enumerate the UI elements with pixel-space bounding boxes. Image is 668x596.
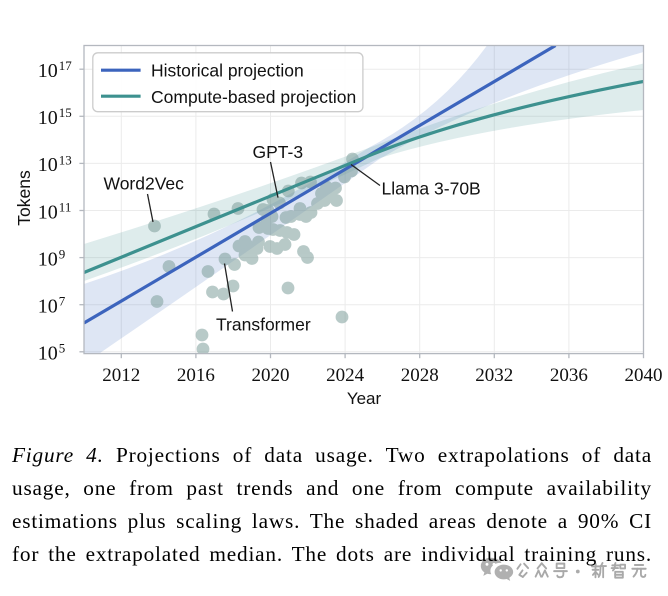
svg-text:11: 11	[59, 199, 72, 214]
svg-text:Word2Vec: Word2Vec	[104, 173, 185, 193]
svg-text:GPT-3: GPT-3	[253, 142, 304, 162]
svg-text:Llama 3-70B: Llama 3-70B	[382, 179, 481, 199]
svg-text:10: 10	[38, 201, 58, 223]
svg-text:2032: 2032	[475, 365, 513, 386]
svg-text:9: 9	[59, 247, 66, 262]
svg-text:Historical projection: Historical projection	[151, 61, 304, 81]
svg-text:7: 7	[59, 294, 66, 309]
svg-text:2012: 2012	[102, 365, 140, 386]
svg-text:13: 13	[59, 152, 72, 167]
svg-text:Tokens: Tokens	[14, 170, 34, 226]
svg-text:2028: 2028	[401, 365, 439, 386]
svg-text:10: 10	[38, 107, 58, 129]
svg-text:2020: 2020	[252, 365, 290, 386]
svg-text:Transformer: Transformer	[216, 315, 311, 335]
svg-text:5: 5	[59, 341, 66, 356]
svg-text:10: 10	[38, 60, 58, 82]
svg-text:2024: 2024	[326, 365, 365, 386]
svg-text:17: 17	[59, 58, 73, 73]
svg-text:10: 10	[38, 154, 58, 176]
svg-text:2016: 2016	[177, 365, 215, 386]
svg-text:Year: Year	[347, 389, 382, 408]
svg-text:10: 10	[38, 296, 58, 318]
svg-text:15: 15	[59, 105, 72, 120]
svg-text:2036: 2036	[550, 365, 588, 386]
svg-text:2040: 2040	[625, 365, 663, 386]
svg-text:10: 10	[38, 343, 58, 365]
svg-text:10: 10	[38, 248, 58, 270]
svg-text:Compute-based projection: Compute-based projection	[151, 87, 356, 107]
